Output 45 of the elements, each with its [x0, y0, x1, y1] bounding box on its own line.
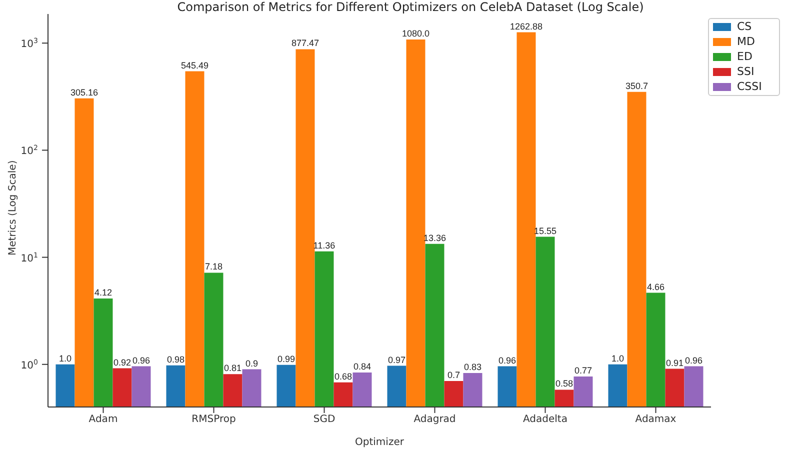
- data-label: 0.99: [277, 354, 295, 364]
- y-tick-label: 10$^{2}$: [20, 144, 38, 158]
- x-tick-label: Adagrad: [414, 414, 456, 426]
- y-tick-label: 10$^{3}$: [20, 37, 38, 50]
- data-label: 0.91: [666, 358, 684, 368]
- data-label: 1080.0: [402, 28, 430, 39]
- data-label: 0.98: [166, 354, 184, 364]
- data-label: 350.7: [625, 80, 648, 91]
- data-label: 0.9: [245, 358, 258, 368]
- data-label: 1262.88: [510, 21, 543, 32]
- data-label: 1.0: [58, 353, 72, 364]
- legend-label: SSI: [737, 65, 754, 78]
- data-label: 0.58: [555, 378, 573, 389]
- legend-label: CS: [737, 20, 752, 33]
- data-label: 0.97: [388, 354, 406, 365]
- legend-label: ED: [737, 50, 752, 63]
- data-label: 305.16: [70, 87, 98, 98]
- legend-label: CSSI: [737, 80, 762, 93]
- data-label: 7.18: [204, 262, 222, 272]
- data-label: 0.83: [464, 362, 482, 372]
- data-label: 0.96: [684, 355, 702, 366]
- data-label: 0.96: [132, 355, 150, 366]
- data-label: 877.47: [291, 38, 319, 48]
- data-label: 4.66: [646, 282, 664, 292]
- data-label: 0.84: [353, 361, 371, 372]
- data-label: 0.68: [334, 371, 352, 382]
- data-label: 545.49: [180, 60, 208, 70]
- chart-title: Comparison of Metrics for Different Optimizers on CelebA Dataset (Log Scale): [176, 0, 645, 14]
- legend-label: MD: [737, 35, 755, 48]
- y-tick-label: 10$^{0}$: [20, 358, 38, 372]
- data-label: 0.96: [498, 355, 516, 366]
- data-label: 1.0: [611, 353, 624, 364]
- data-label: 0.81: [224, 363, 242, 374]
- x-tick-label: Adam: [88, 414, 118, 426]
- y-tick-label: 10$^{1}$: [20, 251, 38, 264]
- x-axis-title: Optimizer: [355, 437, 405, 448]
- y-axis-title: Metrics (Log Scale): [8, 160, 19, 256]
- x-tick-label: Adadelta: [523, 414, 568, 426]
- data-label: 0.77: [574, 366, 592, 376]
- x-tick-label: RMSProp: [192, 414, 236, 426]
- x-tick-label: Adamax: [635, 414, 676, 426]
- data-label: 0.92: [113, 357, 131, 368]
- data-label: 4.12: [94, 288, 112, 298]
- data-label: 0.7: [447, 370, 460, 380]
- x-tick-label: SGD: [313, 414, 336, 426]
